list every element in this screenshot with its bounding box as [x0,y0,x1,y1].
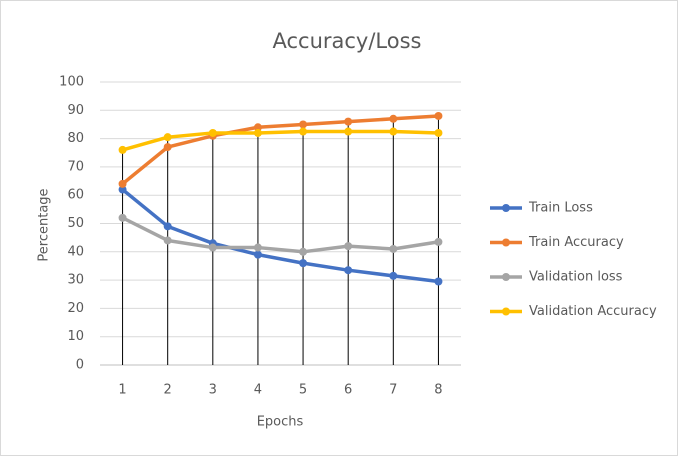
x-tick-label: 8 [434,383,442,398]
point-marker [389,127,398,136]
x-tick-label: 5 [299,383,307,398]
point-marker [118,179,127,188]
y-tick-label: 60 [67,188,84,203]
point-marker [118,213,127,222]
x-tick-label: 7 [389,383,397,398]
point-marker [344,266,353,275]
legend-marker [502,238,510,247]
y-tick-label: 0 [76,358,84,373]
point-marker [299,127,308,136]
x-tick-label: 1 [118,383,126,398]
point-marker [208,128,217,137]
point-marker [253,243,262,252]
series-line [121,216,439,254]
point-marker [389,271,398,280]
y-tick-label: 70 [67,159,84,174]
point-marker [434,277,443,286]
y-tick-label: 80 [67,131,84,146]
point-marker [434,128,443,137]
point-marker [299,247,308,256]
x-tick-label: 4 [254,383,262,398]
point-marker [163,133,172,142]
legend-marker [502,273,510,281]
point-marker [118,145,127,154]
y-tick-label: 50 [67,216,84,231]
point-marker [389,114,398,123]
point-marker [253,128,262,137]
y-axis-label: Percentage [37,188,52,261]
x-axis-label: Epochs [257,415,304,430]
legend-marker [502,204,510,212]
point-marker [389,244,398,253]
series-line [121,188,439,284]
series-line [121,114,439,186]
legend-label: Validation Accuracy [529,304,657,319]
point-marker [434,237,443,246]
chart-title: Accuracy/Loss [272,29,421,53]
point-marker [163,222,172,231]
y-tick-label: 30 [67,273,84,288]
point-marker [299,259,308,268]
point-marker [344,242,353,251]
point-marker [344,127,353,136]
x-tick-label: 3 [209,383,217,398]
legend-marker [502,307,510,316]
point-marker [208,243,217,252]
legend-label: Train Loss [528,201,593,216]
point-marker [299,120,308,129]
y-tick-label: 40 [67,244,84,259]
legend-label: Train Accuracy [528,235,624,250]
y-tick-label: 90 [67,103,84,118]
point-marker [253,250,262,259]
x-tick-label: 6 [344,383,352,398]
series-line [122,129,439,152]
x-tick-label: 2 [164,383,172,398]
y-tick-label: 20 [67,301,84,316]
point-marker [163,236,172,245]
point-marker [434,111,443,120]
point-marker [344,117,353,126]
point-marker [253,123,262,132]
point-marker [118,185,127,194]
y-tick-label: 10 [67,329,84,344]
legend-label: Validation loss [529,270,623,285]
y-tick-label: 100 [59,75,84,90]
point-marker [163,143,172,152]
